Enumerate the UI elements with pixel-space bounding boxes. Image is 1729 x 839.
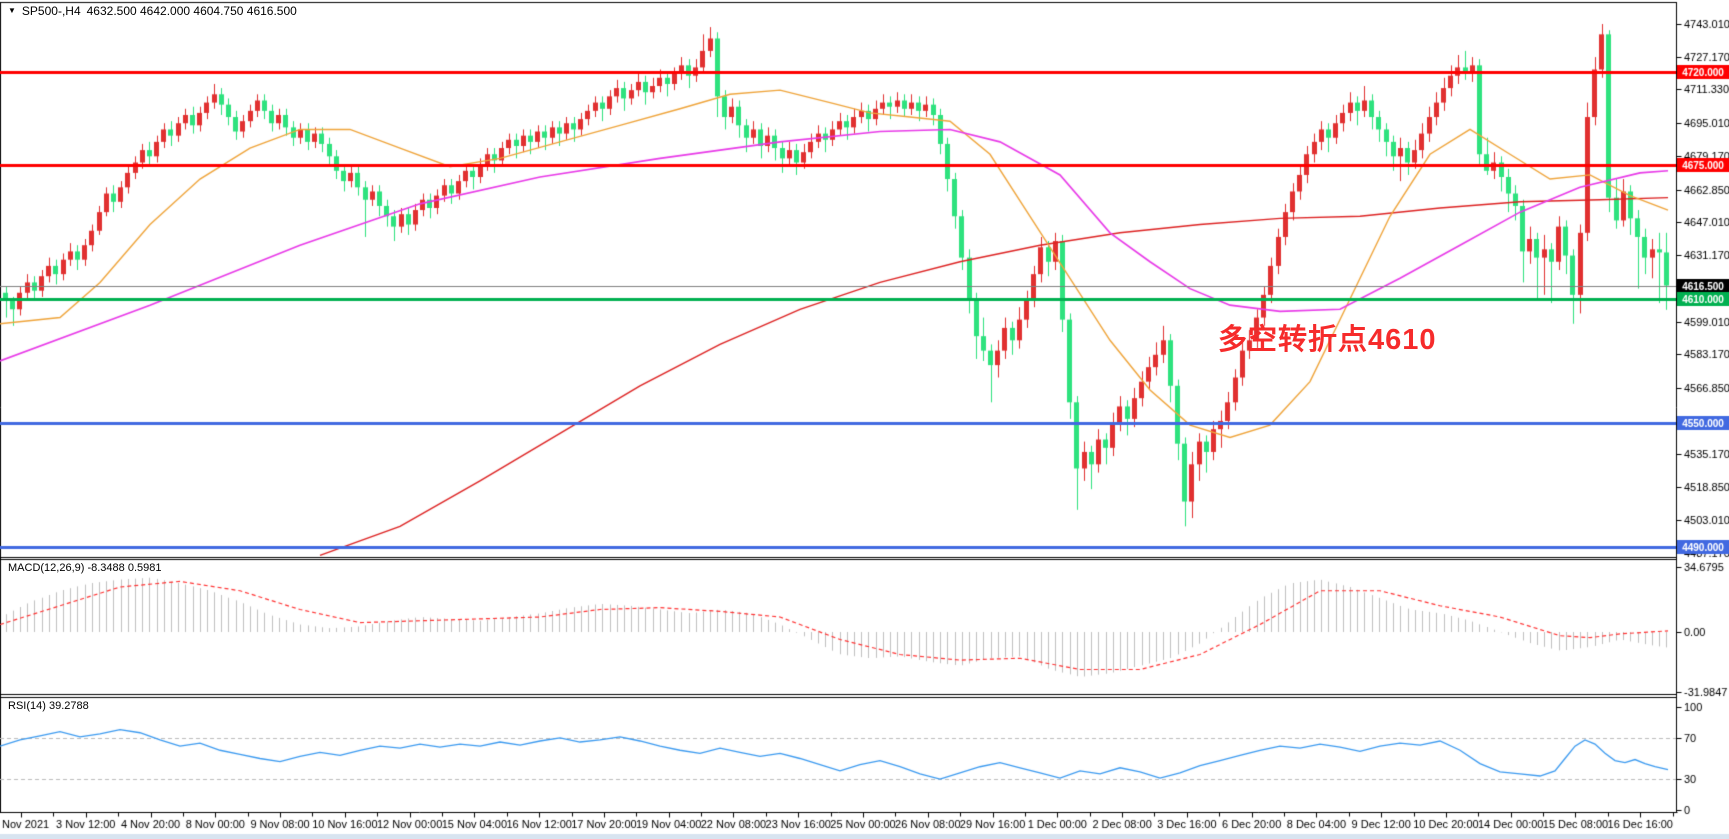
symbol-title: SP500-,H4 (21, 4, 81, 18)
macd-indicator-label: MACD(12,26,9) -8.3488 0.5981 (8, 562, 162, 574)
symbol-ohlc: 4632.500 4642.000 4604.750 4616.500 (86, 4, 297, 18)
symbol-info: ▼ SP500-,H4 4632.500 4642.000 4604.750 4… (8, 4, 297, 18)
pivot-annotation-text[interactable]: 多空转折点4610 (1218, 324, 1437, 356)
rsi-indicator-label: RSI(14) 39.2788 (8, 700, 89, 712)
symbol-dropdown-icon: ▼ (8, 6, 16, 15)
